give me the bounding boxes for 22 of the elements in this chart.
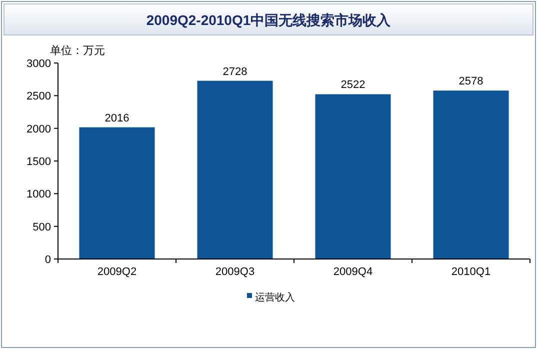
y-tick-label: 1000 bbox=[26, 188, 51, 201]
y-tick-label: 2500 bbox=[26, 90, 51, 103]
y-tick-label: 2000 bbox=[26, 123, 51, 136]
x-tick-label: 2009Q3 bbox=[215, 266, 255, 278]
y-tick-label: 0 bbox=[44, 254, 51, 266]
y-axis-title: 单位：万元 bbox=[50, 44, 105, 57]
x-tick-label: 2009Q4 bbox=[333, 266, 373, 278]
y-tick-label: 1500 bbox=[26, 156, 51, 168]
legend-label: 运营收入 bbox=[255, 292, 295, 304]
y-tick-label: 3000 bbox=[26, 58, 51, 70]
data-label: 2522 bbox=[340, 79, 366, 92]
bar bbox=[197, 80, 273, 259]
x-tick-label: 2009Q2 bbox=[97, 266, 137, 278]
bar bbox=[79, 127, 155, 259]
x-tick-label: 2010Q1 bbox=[451, 266, 491, 278]
bar bbox=[315, 94, 391, 259]
y-tick-label: 500 bbox=[32, 221, 51, 234]
chart-title: 2009Q2-2010Q1中国无线搜索市场收入 bbox=[146, 12, 392, 28]
data-label: 2016 bbox=[104, 112, 130, 124]
data-label: 2728 bbox=[222, 66, 248, 78]
data-label: 2578 bbox=[458, 76, 484, 88]
bar bbox=[433, 90, 509, 259]
